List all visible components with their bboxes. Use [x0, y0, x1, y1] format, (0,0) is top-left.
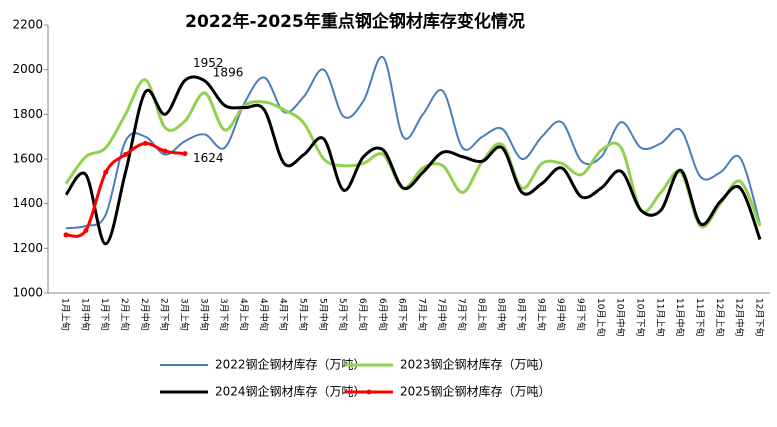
x-tick-label: 12月下旬 — [754, 298, 766, 336]
x-tick-label: 6月上旬 — [357, 298, 369, 331]
x-tick-label: 9月下旬 — [575, 298, 587, 331]
x-tick-label: 7月下旬 — [456, 298, 468, 331]
x-tick-label: 12月上旬 — [714, 298, 726, 336]
series-line — [64, 75, 762, 246]
x-tick-label: 2月下旬 — [159, 298, 171, 331]
x-tick-label: 8月下旬 — [516, 298, 528, 331]
x-tick-label: 3月上旬 — [178, 298, 190, 331]
x-tick-label: 4月中旬 — [258, 298, 270, 331]
legend-label: 2023钢企钢材库存（万吨） — [400, 357, 551, 372]
data-label: 1896 — [213, 65, 244, 79]
y-tick-label: 1400 — [12, 196, 43, 210]
x-tick-label: 6月下旬 — [397, 298, 409, 331]
y-tick-label: 1200 — [12, 241, 43, 255]
chart-title: 2022年-2025年重点钢企钢材库存变化情况 — [185, 11, 525, 32]
x-tick-label: 10月中旬 — [615, 298, 627, 336]
x-tick-label: 3月中旬 — [198, 298, 210, 331]
y-tick-label: 1800 — [12, 107, 43, 121]
x-tick-label: 10月上旬 — [595, 298, 607, 336]
y-tick-label: 2000 — [12, 62, 43, 76]
x-tick-label: 1月中旬 — [79, 298, 91, 331]
x-tick-label: 7月中旬 — [436, 298, 448, 331]
x-tick-label: 6月中旬 — [377, 298, 389, 331]
marker — [63, 232, 69, 238]
x-tick-label: 3月下旬 — [218, 298, 230, 331]
marker — [83, 227, 89, 233]
y-tick-label: 1000 — [12, 286, 43, 300]
x-tick-label: 9月中旬 — [555, 298, 567, 331]
legend-label: 2025钢企钢材库存（万吨） — [400, 384, 551, 399]
x-tick-label: 4月下旬 — [278, 298, 290, 331]
marker — [182, 151, 188, 157]
data-label: 1952 — [193, 56, 224, 70]
x-tick-label: 8月中旬 — [496, 298, 508, 331]
x-tick-label: 5月中旬 — [317, 298, 329, 331]
x-tick-label: 10月下旬 — [635, 298, 647, 336]
series-line — [65, 56, 761, 230]
x-tick-label: 5月下旬 — [337, 298, 349, 331]
x-tick-label: 8月上旬 — [476, 298, 488, 331]
x-tick-label: 2月中旬 — [139, 298, 151, 331]
x-tick-label: 11月上旬 — [654, 298, 666, 336]
legend-marker — [366, 389, 372, 395]
x-tick-label: 2月上旬 — [119, 298, 131, 331]
marker — [142, 140, 148, 146]
marker — [103, 169, 109, 175]
x-tick-label: 1月下旬 — [99, 298, 111, 331]
x-tick-label: 7月上旬 — [416, 298, 428, 331]
x-tick-label: 11月中旬 — [674, 298, 686, 336]
legend-label: 2024钢企钢材库存（万吨） — [215, 384, 366, 399]
y-tick-label: 1600 — [12, 152, 43, 166]
x-tick-label: 5月上旬 — [297, 298, 309, 331]
data-label: 1624 — [193, 151, 224, 165]
x-tick-label: 12月中旬 — [734, 298, 746, 336]
marker — [122, 152, 128, 158]
marker — [162, 148, 168, 154]
x-tick-label: 4月上旬 — [238, 298, 250, 331]
x-tick-label: 1月上旬 — [60, 298, 72, 331]
x-tick-label: 9月上旬 — [535, 298, 547, 331]
legend-label: 2022钢企钢材库存（万吨） — [215, 357, 366, 372]
y-tick-label: 2200 — [12, 18, 43, 32]
x-tick-label: 11月下旬 — [694, 298, 706, 336]
